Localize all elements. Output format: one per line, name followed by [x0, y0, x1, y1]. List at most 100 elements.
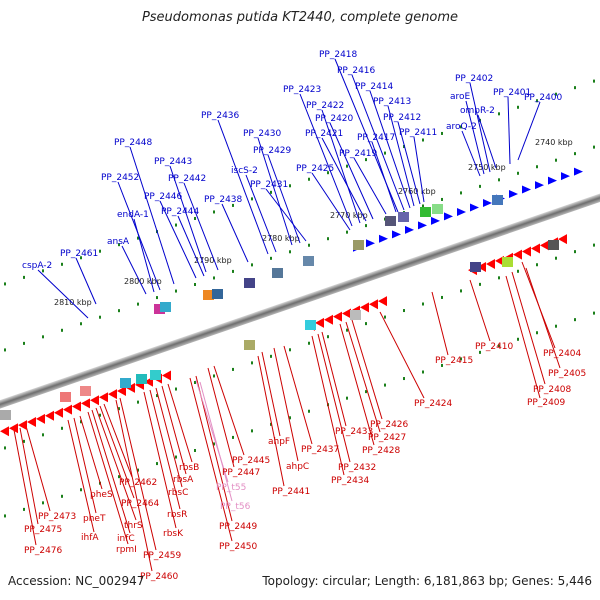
genome-summary: Topology: circular; Length: 6,181,863 bp…: [262, 574, 592, 588]
reverse-gene: [522, 246, 531, 257]
track-dot: [80, 488, 82, 492]
gene-feature: [470, 262, 481, 272]
track-dot: [346, 396, 348, 400]
track-dot: [232, 367, 234, 371]
track-dot: [232, 435, 234, 439]
track-dot: [80, 322, 82, 326]
gene-label: iscS-2: [231, 166, 258, 176]
leader-line: [339, 323, 375, 446]
leader-line: [37, 269, 89, 319]
forward-gene: [535, 181, 544, 190]
leader-line: [99, 405, 135, 499]
track-dot: [23, 275, 25, 279]
track-dot: [289, 348, 291, 352]
leader-line: [379, 311, 425, 399]
accession-label: Accession: NC_002947: [8, 574, 145, 588]
track-dot: [175, 455, 177, 459]
reverse-gene: [81, 398, 90, 409]
gene-label: PP_2438: [204, 195, 243, 205]
gene-label: PP_2416: [337, 66, 376, 76]
leader-line: [387, 105, 415, 207]
track-dot: [270, 256, 272, 260]
reverse-gene: [54, 407, 63, 418]
tick-label: 2810 kbp: [54, 298, 92, 307]
track-dot: [365, 390, 367, 394]
gene-label: PP_2420: [315, 114, 354, 124]
track-dot: [80, 420, 82, 424]
leader-line: [413, 136, 425, 203]
gene-feature: [60, 392, 71, 402]
leader-line: [311, 172, 351, 231]
reverse-gene: [162, 370, 171, 381]
track-dot: [593, 145, 595, 149]
track-dot: [555, 92, 557, 96]
leader-line: [245, 174, 277, 253]
track-dot: [118, 475, 120, 479]
track-dot: [42, 433, 44, 437]
gene-label: PP_2408: [533, 385, 572, 395]
track-dot: [536, 263, 538, 267]
forward-gene: [574, 167, 583, 176]
gene-label: rbsA: [173, 475, 194, 485]
gene-label: PP_2436: [201, 111, 240, 121]
track-dot: [517, 337, 519, 341]
leader-line: [167, 383, 193, 463]
leader-line: [431, 291, 449, 356]
reverse-gene: [63, 404, 72, 415]
leader-line: [257, 137, 293, 246]
leader-line: [169, 165, 207, 273]
track-dot: [593, 79, 595, 83]
forward-gene: [470, 203, 479, 212]
track-dot: [118, 243, 120, 247]
track-dot: [270, 422, 272, 426]
gene-label: pheT: [83, 514, 106, 524]
gene-label: PP_2413: [373, 97, 411, 107]
leader-line: [525, 267, 561, 369]
track-dot: [555, 324, 557, 328]
gene-feature: [350, 310, 361, 320]
reverse-gene: [333, 311, 342, 322]
leader-line: [283, 345, 313, 445]
track-dot: [4, 282, 6, 286]
track-dot: [574, 152, 576, 156]
gene-feature: [80, 386, 91, 396]
track-dot: [403, 377, 405, 381]
track-dot: [346, 164, 348, 168]
reverse-gene: [324, 314, 333, 325]
leader-line: [261, 351, 281, 437]
track-dot: [422, 370, 424, 374]
gene-label: rbsR: [167, 510, 187, 520]
track-dot: [156, 462, 158, 466]
gene-feature: [160, 302, 171, 312]
reverse-gene: [72, 401, 81, 412]
forward-gene: [457, 207, 466, 216]
leader-line: [95, 407, 137, 521]
reverse-gene: [99, 392, 108, 403]
gene-label: ahpC: [286, 462, 309, 472]
reverse-gene: [18, 420, 27, 431]
leader-line: [217, 119, 269, 255]
track-dot: [213, 374, 215, 378]
gene-label: PP_2404: [543, 349, 582, 359]
track-dot: [441, 131, 443, 135]
leader-line: [177, 215, 205, 277]
track-dot: [194, 380, 196, 384]
gene-feature: [0, 410, 11, 420]
gene-label: cspA-2: [22, 261, 52, 271]
track-dot: [460, 289, 462, 293]
track-dot: [441, 197, 443, 201]
forward-gene: [548, 176, 557, 185]
leader-line: [87, 411, 129, 545]
reverse-gene: [540, 240, 549, 251]
track-dot: [574, 86, 576, 90]
forward-gene: [522, 185, 531, 194]
leader-line: [73, 417, 97, 514]
gene-label: PP_2418: [319, 50, 358, 60]
track-dot: [403, 145, 405, 149]
track-dot: [4, 446, 6, 450]
gene-label: PP_2405: [548, 369, 586, 379]
gene-label: PP_2400: [524, 93, 563, 103]
track-dot: [327, 237, 329, 241]
leader-line: [79, 415, 103, 490]
